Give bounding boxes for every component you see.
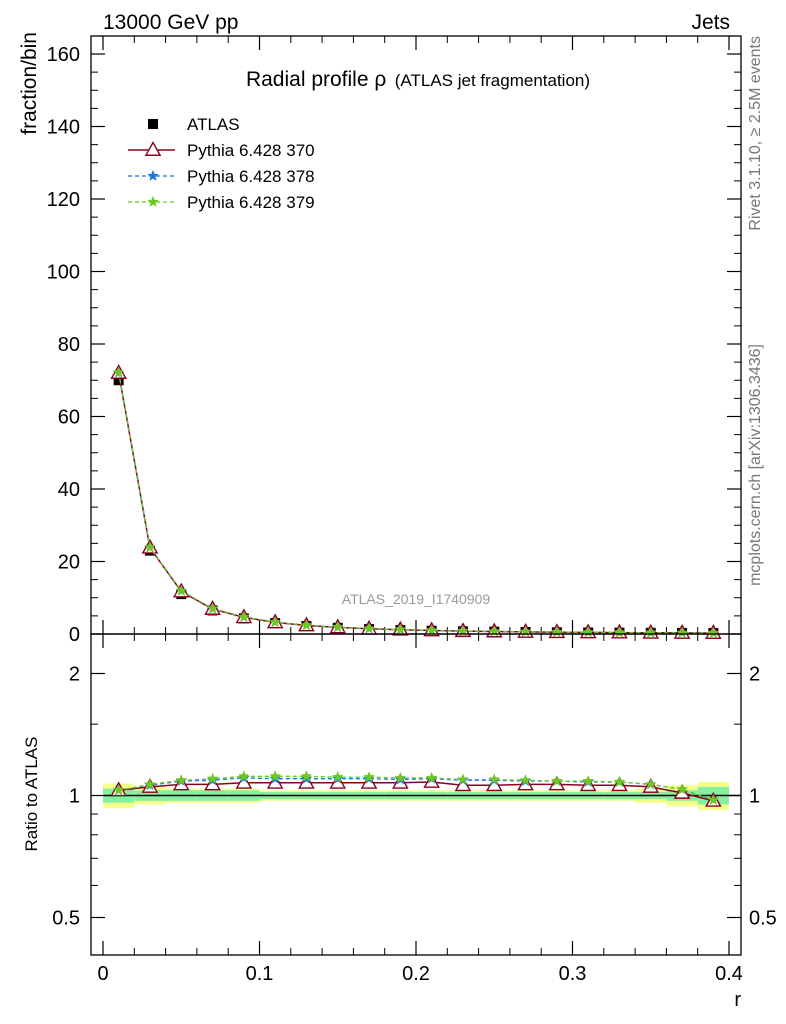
x-tick-label: 0 <box>97 963 108 985</box>
pythia-379-marker <box>644 626 657 638</box>
pythia-379-ratio-marker <box>206 772 219 784</box>
legend-pythia-370-marker <box>144 141 162 156</box>
pythia-379-marker <box>676 626 688 638</box>
y-axis-label-main: fraction/bin <box>18 32 41 135</box>
pythia-379-ratio-marker <box>456 773 469 785</box>
ratio-y-tick-label-right: 2 <box>749 664 760 686</box>
pythia-379-line <box>118 372 714 634</box>
pythia-379-marker <box>237 610 250 622</box>
pythia-379-ratio-marker <box>582 774 595 787</box>
main-y-tick-label: 140 <box>47 117 80 139</box>
ratio-y-tick-label: 2 <box>69 664 80 686</box>
legend-label: Pythia 6.428 379 <box>187 193 315 212</box>
main-y-tick-label: 40 <box>58 479 80 501</box>
pythia-379-marker <box>112 366 125 378</box>
legend-label: Pythia 6.428 370 <box>187 141 315 160</box>
pythia-379-marker <box>331 620 344 633</box>
pythia-379-ratio-marker <box>300 770 313 782</box>
pythia-379-marker <box>394 623 407 635</box>
pythia-370-ratio-marker <box>329 773 347 789</box>
pythia-379-ratio-marker <box>519 774 532 786</box>
legend-label: ATLAS <box>187 115 240 134</box>
main-panel: 0 20 40 60 80 100 120 140 160 <box>47 35 742 646</box>
ratio-panel: 0 0.1 0.2 0.3 0.4 0.5 0.5 1 1 2 2 <box>52 633 777 985</box>
main-y-tick-label: 60 <box>58 407 80 429</box>
pythia-379-ratio-line <box>118 775 714 801</box>
main-title: Radial profile ρ (ATLAS jet fragmentatio… <box>246 68 590 91</box>
x-axis-label: r <box>734 989 741 1011</box>
pythia-379-ratio-marker <box>425 771 438 784</box>
pythia-379-ratio-marker <box>175 774 188 786</box>
pythia-379-marker <box>269 615 282 628</box>
rivet-label: Rivet 3.1.10, ≥ 2.5M events <box>747 36 764 231</box>
pythia-379-ratio-marker <box>331 770 344 783</box>
pythia-379-ratio-marker <box>550 774 563 787</box>
mcplots-label: mcplots.cern.ch [arXiv:1306.3436] <box>747 344 764 586</box>
pythia-379-ratio-marker <box>269 770 282 782</box>
main-y-tick-label: 20 <box>58 552 80 574</box>
x-tick-label: 0.3 <box>559 963 587 985</box>
y-axis-label-ratio: Ratio to ATLAS <box>22 737 41 852</box>
ratio-y-tick-label: 1 <box>69 786 80 808</box>
pythia-370-ratio-marker <box>235 773 253 789</box>
pythia-379-ratio-marker <box>144 778 156 790</box>
pythia-378-ratio-line <box>118 777 714 801</box>
pythia-379-ratio-marker <box>363 770 376 783</box>
pythia-379-ratio-marker <box>237 770 250 782</box>
atlas-data-point <box>113 375 124 386</box>
legend: ATLAS Pythia 6.428 370 Pythia 6.428 378 Pyt… <box>128 115 315 212</box>
pythia-379-ratio-marker <box>488 773 501 785</box>
pythia-379-ratio-marker <box>394 771 407 784</box>
pythia-370-ratio-marker <box>204 775 221 791</box>
header-left: 13000 GeV pp <box>103 11 238 34</box>
pythia-379-ratio-marker <box>644 778 657 790</box>
x-tick-label: 0.1 <box>246 963 274 985</box>
main-y-tick-label: 0 <box>69 624 80 646</box>
main-y-tick-label: 100 <box>47 262 80 284</box>
pythia-370-ratio-line <box>118 781 714 802</box>
legend-atlas-marker <box>148 119 158 129</box>
pythia-379-marker <box>613 626 626 638</box>
pythia-379-marker <box>300 619 313 631</box>
pythia-379-ratio-marker <box>112 784 125 796</box>
main-y-tick-label: 80 <box>58 334 80 356</box>
pythia-370-ratio-marker <box>454 776 472 792</box>
pythia-379-marker <box>582 626 595 638</box>
legend-pythia-378-marker <box>147 169 159 181</box>
pythia-379-marker <box>206 602 219 614</box>
main-title-text: Radial profile ρ <box>246 68 386 91</box>
pythia-370-ratio-marker <box>298 773 315 789</box>
pythia-379-ratio-marker <box>707 793 720 805</box>
pythia-379-ratio-marker <box>676 783 688 795</box>
pythia-370-ratio-marker <box>485 776 503 792</box>
ratio-y-tick-label: 0.5 <box>52 908 80 930</box>
pythia-379-marker <box>144 541 156 553</box>
pythia-379-ratio-marker <box>613 775 626 787</box>
pythia-379-marker <box>707 626 720 639</box>
legend-pythia-379-marker <box>147 195 159 207</box>
main-y-tick-label: 120 <box>47 189 80 211</box>
x-tick-label: 0.2 <box>402 963 430 985</box>
ratio-y-tick-label-right: 1 <box>749 786 760 808</box>
pythia-379-marker <box>425 624 438 636</box>
pythia-370-ratio-marker <box>360 773 378 789</box>
main-y-tick-label: 160 <box>47 44 80 66</box>
x-tick-label: 0.4 <box>715 963 743 985</box>
pythia-379-marker <box>175 584 188 596</box>
analysis-watermark: ATLAS_2019_I1740909 <box>342 591 491 607</box>
pythia-370-ratio-marker <box>266 773 284 789</box>
pythia-379-marker <box>363 622 376 634</box>
main-title-suffix: (ATLAS jet fragmentation) <box>395 71 590 90</box>
ratio-y-tick-label-right: 0.5 <box>749 908 777 930</box>
legend-label: Pythia 6.428 378 <box>187 167 315 186</box>
header-right: Jets <box>691 11 730 34</box>
